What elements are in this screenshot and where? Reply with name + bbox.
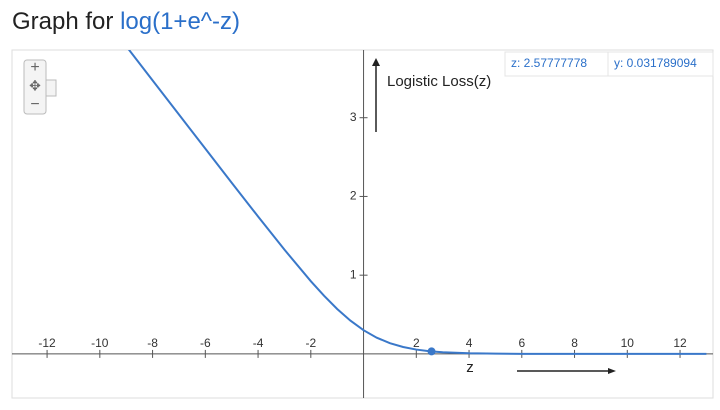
x-tick-label: 6 [518,336,525,350]
cursor-point [427,347,436,356]
cursor-x-label: z: 2.57777778 [511,56,587,70]
x-tick-label: 8 [571,336,578,350]
zoom-out[interactable]: − [30,96,39,113]
x-tick-label: 2 [413,336,420,350]
tooltip-box [504,51,714,77]
title: Graph for log(1+e^-z) [12,8,240,35]
title-text: Graph for [12,8,113,35]
x-tick-label: -2 [305,336,316,350]
x-tick-label: 4 [466,336,473,350]
x-tick-label: 10 [621,336,635,350]
plot-frame [11,49,714,399]
x-axis-label: z [466,359,474,376]
zoom-controls[interactable]: + ✥ − [23,59,57,115]
x-tick-label: -6 [200,336,211,350]
x-tick-label: -8 [147,336,158,350]
y-tick-label: 1 [350,267,357,281]
y-axis-label: Logistic Loss(z) [387,73,491,90]
pan[interactable]: ✥ [29,78,41,94]
curve [127,50,707,355]
cursor-y-label: y: 0.031789094 [614,56,697,70]
x-arrow-head [608,368,616,374]
x-tick-label: -10 [91,336,109,350]
function-text: log(1+e^-z) [120,8,240,35]
x-tick-label: 12 [673,336,687,350]
plot-area [127,50,707,356]
y-arrow-head [372,58,380,66]
zoom-in[interactable]: + [30,59,39,76]
y-tick-label: 2 [350,189,357,203]
x-tick-label: -12 [38,336,56,350]
pan-right[interactable] [45,79,57,97]
y-tick-label: 3 [350,110,357,124]
x-tick-label: -4 [253,336,264,350]
